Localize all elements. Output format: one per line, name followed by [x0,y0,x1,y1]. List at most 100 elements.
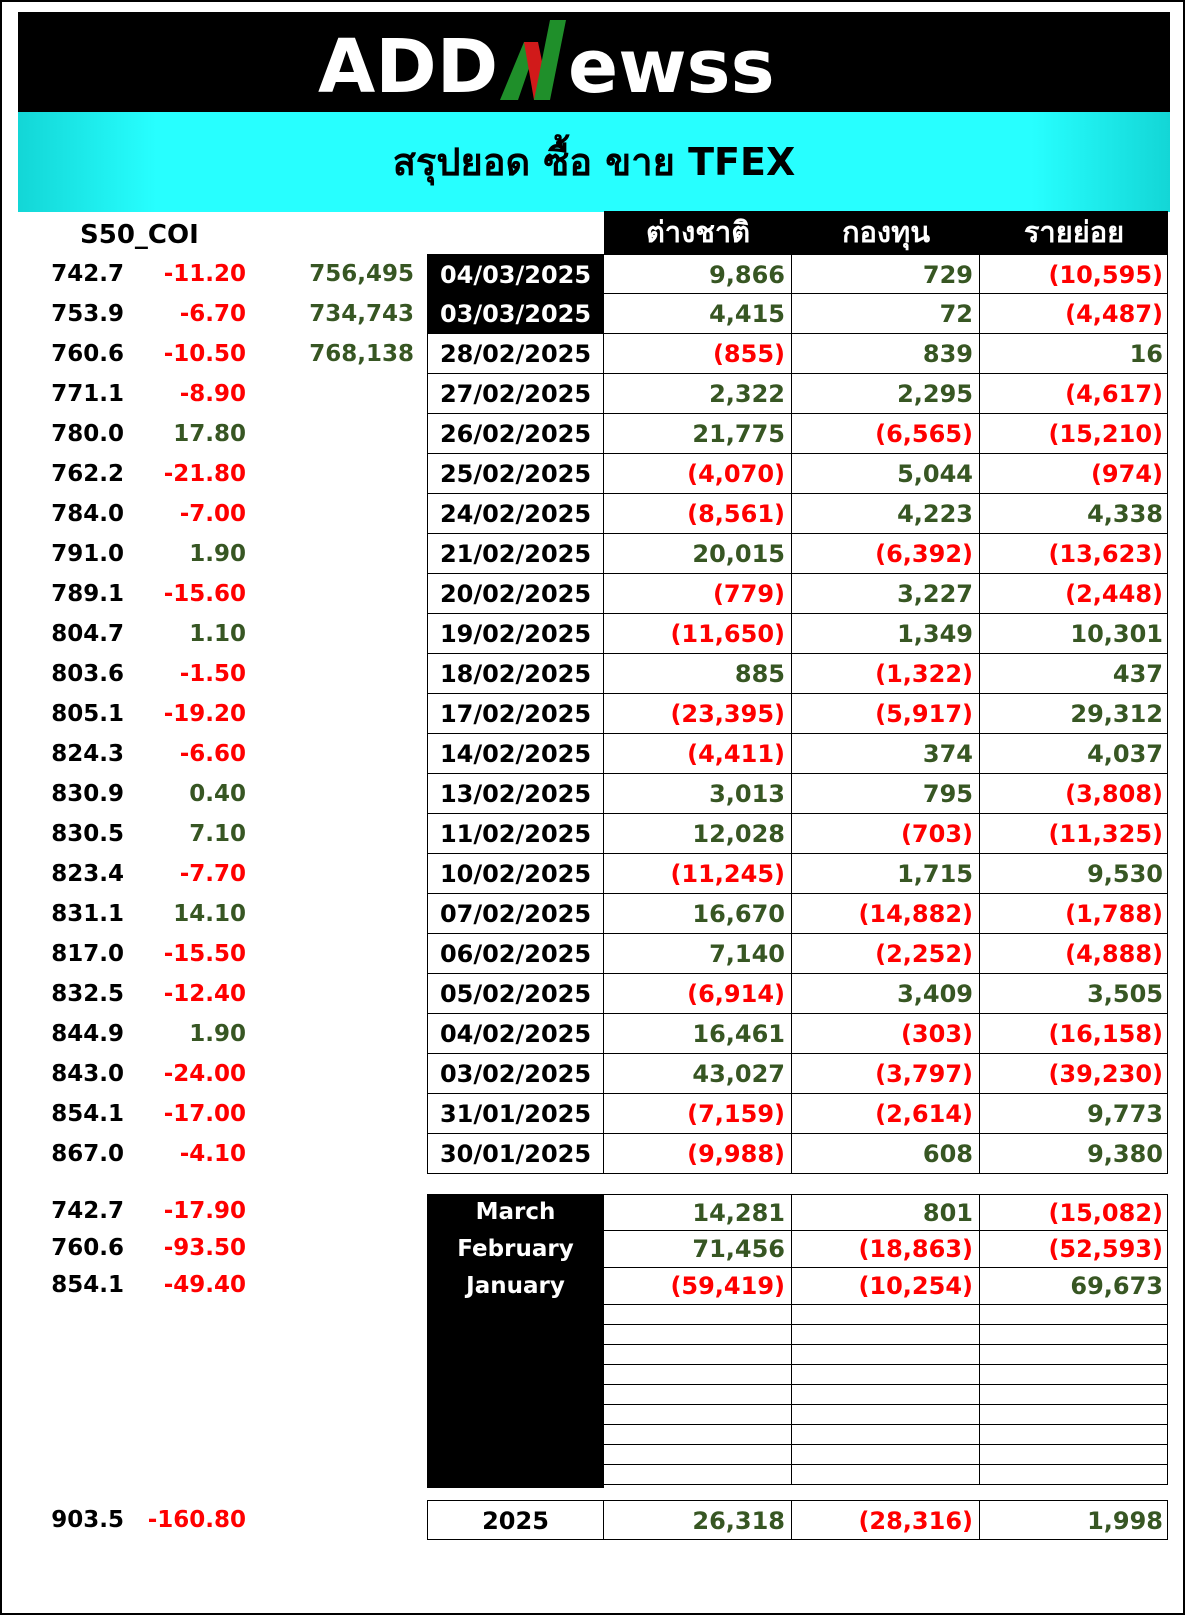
foreign-cell: (779) [604,574,792,614]
index-value: 789.1 [51,581,124,607]
index-change: -6.70 [179,301,246,327]
month-foreign: 71,456 [604,1231,792,1268]
date-cell: 03/02/2025 [427,1054,604,1094]
empty-cell [980,1445,1168,1465]
index-change: -1.50 [179,661,246,687]
table-row: 28/02/2025 (855) 839 16 [427,334,1168,374]
year-fund: (28,316) [792,1500,980,1540]
table-row: 07/02/2025 16,670 (14,882) (1,788) [427,894,1168,934]
empty-cell [604,1325,792,1345]
empty-row [604,1405,1168,1425]
empty-row [604,1325,1168,1345]
retail-cell: (16,158) [980,1014,1168,1054]
foreign-cell: 3,013 [604,774,792,814]
date-cell: 05/02/2025 [427,974,604,1014]
retail-cell: 10,301 [980,614,1168,654]
date-cell: 14/02/2025 [427,734,604,774]
fund-cell: (6,565) [792,414,980,454]
table-row: 05/02/2025 (6,914) 3,409 3,505 [427,974,1168,1014]
foreign-cell: (4,411) [604,734,792,774]
title-band: สรุปยอด ซื้อ ขาย TFEX [18,112,1170,212]
index-change: -12.40 [163,981,246,1007]
empty-cell [980,1385,1168,1405]
retail-cell: 437 [980,654,1168,694]
index-value: 762.2 [51,461,124,487]
month-label: January [466,1273,565,1299]
empty-cell [980,1325,1168,1345]
index-value: 831.1 [51,901,124,927]
report-title: สรุปยอด ซื้อ ขาย TFEX [392,140,796,184]
fund-cell: 374 [792,734,980,774]
index-value: 791.0 [51,541,124,567]
retail-cell: (39,230) [980,1054,1168,1094]
month-label: February [457,1236,574,1262]
foreign-cell: 12,028 [604,814,792,854]
retail-cell: (974) [980,454,1168,494]
index-value: 784.0 [51,501,124,527]
fund-cell: 3,409 [792,974,980,1014]
retail-cell: (15,210) [980,414,1168,454]
index-value: 843.0 [51,1061,124,1087]
table-row: 25/02/2025 (4,070) 5,044 (974) [427,454,1168,494]
retail-cell: 9,380 [980,1134,1168,1174]
foreign-cell: (4,070) [604,454,792,494]
fund-cell: (6,392) [792,534,980,574]
month-fund: 801 [792,1194,980,1231]
table-row: 18/02/2025 885 (1,322) 437 [427,654,1168,694]
retail-cell: (4,487) [980,294,1168,334]
table-row: 31/01/2025 (7,159) (2,614) 9,773 [427,1094,1168,1134]
empty-cell [792,1305,980,1325]
date-cell: 28/02/2025 [427,334,604,374]
index-value: 753.9 [51,301,124,327]
empty-cell [792,1465,980,1485]
retail-cell: (2,448) [980,574,1168,614]
month-foreign: (59,419) [604,1268,792,1305]
empty-row [604,1385,1168,1405]
month-row: 71,456 (18,863) (52,593) [604,1231,1168,1268]
table-row: 30/01/2025 (9,988) 608 9,380 [427,1134,1168,1174]
foreign-cell: 7,140 [604,934,792,974]
svg-text:ewss: ewss [568,24,775,110]
addnewss-logo: ADD ewss [318,20,775,110]
fund-cell: 608 [792,1134,980,1174]
index-change: -11.20 [163,261,246,287]
fund-cell: (2,252) [792,934,980,974]
month-index-value: 760.6 [51,1235,124,1261]
empty-cell [792,1345,980,1365]
table-row: 21/02/2025 20,015 (6,392) (13,623) [427,534,1168,574]
index-value: 771.1 [51,381,124,407]
date-cell: 20/02/2025 [427,574,604,614]
year-change: -160.80 [147,1507,246,1533]
month-fund: (10,254) [792,1268,980,1305]
index-change: 17.80 [173,421,246,447]
table-row: 06/02/2025 7,140 (2,252) (4,888) [427,934,1168,974]
retail-cell: (10,595) [980,254,1168,294]
monthly-flow-table: March 14,281 801 (15,082) February 71,456 (18,… [427,1194,1168,1488]
header-fund: กองทุน [792,211,980,254]
index-change: -10.50 [163,341,246,367]
date-cell: 27/02/2025 [427,374,604,414]
empty-cell [980,1405,1168,1425]
foreign-cell: (23,395) [604,694,792,734]
empty-cell [604,1365,792,1385]
retail-cell: (1,788) [980,894,1168,934]
empty-cell [792,1325,980,1345]
index-value: 830.5 [51,821,124,847]
logo-band: ADD ewss [18,12,1170,112]
fund-cell: (703) [792,814,980,854]
date-cell: 06/02/2025 [427,934,604,974]
foreign-cell: 16,461 [604,1014,792,1054]
empty-row [604,1425,1168,1445]
fund-cell: 1,349 [792,614,980,654]
index-change: -19.20 [163,701,246,727]
index-value: 824.3 [51,741,124,767]
empty-cell [980,1425,1168,1445]
date-cell: 04/03/2025 [427,254,604,294]
fund-cell: 72 [792,294,980,334]
month-index-change: -49.40 [163,1272,246,1298]
fund-cell: (3,797) [792,1054,980,1094]
month-index-value: 854.1 [51,1272,124,1298]
empty-row [604,1465,1168,1485]
index-value: 867.0 [51,1141,124,1167]
empty-row [604,1445,1168,1465]
